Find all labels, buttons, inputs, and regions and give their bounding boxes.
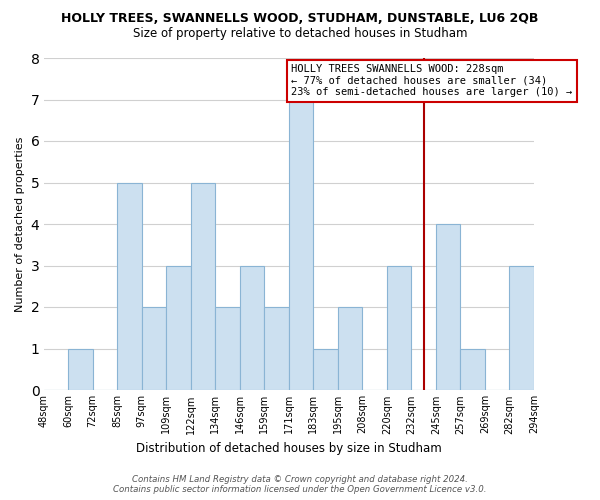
Bar bbox=[191, 182, 215, 390]
Text: HOLLY TREES, SWANNELLS WOOD, STUDHAM, DUNSTABLE, LU6 2QB: HOLLY TREES, SWANNELLS WOOD, STUDHAM, DU… bbox=[61, 12, 539, 26]
Bar bbox=[68, 348, 92, 390]
Bar bbox=[313, 348, 338, 390]
Bar bbox=[117, 182, 142, 390]
Text: Size of property relative to detached houses in Studham: Size of property relative to detached ho… bbox=[133, 28, 467, 40]
Bar bbox=[142, 307, 166, 390]
Bar bbox=[166, 266, 191, 390]
Bar bbox=[338, 307, 362, 390]
Bar bbox=[240, 266, 264, 390]
Text: HOLLY TREES SWANNELLS WOOD: 228sqm
← 77% of detached houses are smaller (34)
23%: HOLLY TREES SWANNELLS WOOD: 228sqm ← 77%… bbox=[291, 64, 572, 98]
Bar bbox=[289, 100, 313, 390]
Bar bbox=[460, 348, 485, 390]
Bar bbox=[215, 307, 240, 390]
Bar bbox=[509, 266, 534, 390]
Bar bbox=[387, 266, 412, 390]
Y-axis label: Number of detached properties: Number of detached properties bbox=[15, 136, 25, 312]
Bar bbox=[436, 224, 460, 390]
X-axis label: Distribution of detached houses by size in Studham: Distribution of detached houses by size … bbox=[136, 442, 442, 455]
Bar bbox=[264, 307, 289, 390]
Text: Contains HM Land Registry data © Crown copyright and database right 2024.
Contai: Contains HM Land Registry data © Crown c… bbox=[113, 474, 487, 494]
